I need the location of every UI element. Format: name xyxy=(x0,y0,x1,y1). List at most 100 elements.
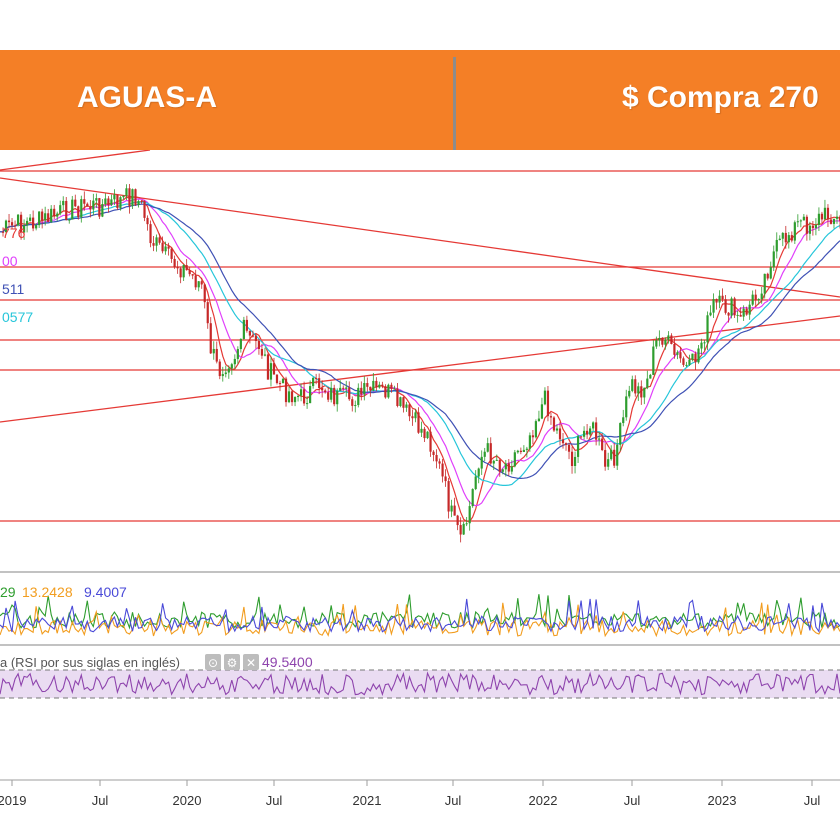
candle-body xyxy=(730,298,733,316)
candle-body xyxy=(62,200,65,206)
candle-body xyxy=(134,189,137,205)
candle-body xyxy=(296,395,300,398)
candle-body xyxy=(254,335,258,342)
settings-icon xyxy=(224,654,240,670)
ma-legend-value: 00 xyxy=(2,253,18,269)
candle-body xyxy=(423,428,426,439)
candle-body xyxy=(80,199,83,218)
candle-body xyxy=(528,435,531,449)
candle-body xyxy=(628,390,631,397)
candle-body xyxy=(287,391,291,403)
candle-body xyxy=(333,387,336,405)
candle-body xyxy=(682,358,685,365)
candle-body xyxy=(92,200,95,210)
candle-body xyxy=(745,308,748,315)
candle-body xyxy=(284,378,288,403)
candle-body xyxy=(637,386,640,394)
candle-body xyxy=(706,315,709,343)
candle-body xyxy=(372,380,375,391)
candle-body xyxy=(640,386,643,398)
candle-body xyxy=(450,505,453,512)
candle-body xyxy=(230,364,233,369)
panel-separators xyxy=(0,571,840,781)
candle-body xyxy=(778,238,781,240)
candle-body xyxy=(351,399,354,406)
candle-body xyxy=(101,203,104,217)
candle-body xyxy=(369,386,372,391)
candle-body xyxy=(324,390,327,393)
candle-body xyxy=(56,213,59,217)
candle-body xyxy=(631,379,634,391)
candle-body xyxy=(709,312,712,316)
candle-body xyxy=(552,417,556,431)
candle-body xyxy=(573,456,577,466)
candle-body xyxy=(293,397,297,403)
x-tick-label: Jul xyxy=(445,793,462,808)
rsi-label: a (RSI por sus siglas en inglés) xyxy=(0,655,180,670)
x-tick-label: Jul xyxy=(624,793,641,808)
candle-body xyxy=(321,387,324,391)
candle-body xyxy=(570,451,574,466)
candle-body xyxy=(721,295,724,300)
candle-body xyxy=(826,207,830,220)
candle-body xyxy=(814,224,818,229)
candle-body xyxy=(233,358,236,365)
candle-body xyxy=(22,225,26,233)
close-icon-glyph: ✕ xyxy=(246,656,256,670)
candle-body xyxy=(200,281,203,285)
moving-average-line xyxy=(0,196,840,523)
candle-body xyxy=(302,389,306,404)
candle-body xyxy=(77,206,80,218)
rsi-value: 49.5400 xyxy=(262,654,313,670)
candle-body xyxy=(537,418,541,422)
candle-body xyxy=(125,188,128,196)
candle-body xyxy=(748,304,751,315)
candle-body xyxy=(221,374,224,377)
candle-body xyxy=(260,348,264,356)
candle-body xyxy=(634,379,637,394)
x-tick-label: 2019 xyxy=(0,793,26,808)
candle-body xyxy=(432,451,435,455)
candle-body xyxy=(203,284,206,303)
candle-body xyxy=(589,428,592,435)
candle-body xyxy=(275,374,279,384)
candle-body xyxy=(305,403,309,405)
candle-body xyxy=(387,384,390,398)
candle-body xyxy=(212,348,215,354)
candle-body xyxy=(315,377,318,379)
candle-body xyxy=(712,299,715,313)
candle-body xyxy=(239,338,242,350)
candle-body xyxy=(823,207,827,220)
candle-body xyxy=(495,459,498,461)
candle-body xyxy=(793,222,796,241)
candle-body xyxy=(453,505,456,516)
x-axis: 2019 Jul 2020 Jul 2021 Jul 2022 Jul 2023 Jul xyxy=(0,780,820,808)
banner-divider xyxy=(453,57,456,150)
candle-body xyxy=(53,208,56,217)
x-tick-label: 2023 xyxy=(708,793,737,808)
candle-body xyxy=(546,390,550,417)
candle-body xyxy=(766,273,769,279)
candle-body xyxy=(390,384,393,389)
candle-body xyxy=(218,361,221,377)
x-tick-label: 2020 xyxy=(173,793,202,808)
candle-body xyxy=(703,342,706,344)
candle-body xyxy=(655,340,658,347)
candle-body xyxy=(727,312,730,316)
candle-body xyxy=(290,391,294,403)
candle-body xyxy=(592,422,595,429)
candle-body xyxy=(604,450,607,467)
candle-body xyxy=(622,417,625,424)
candle-body xyxy=(438,461,441,464)
candle-body xyxy=(769,267,772,279)
candle-body xyxy=(251,335,255,337)
oscillator-legend-value: 9.4007 xyxy=(84,584,127,600)
candle-body xyxy=(35,225,38,229)
ticker-label: AGUAS-A xyxy=(77,81,217,114)
candle-body xyxy=(598,438,601,440)
candle-body xyxy=(155,237,158,246)
candle-body xyxy=(613,449,616,466)
candle-body xyxy=(652,346,655,375)
candle-body xyxy=(257,341,261,349)
candle-body xyxy=(89,206,92,210)
